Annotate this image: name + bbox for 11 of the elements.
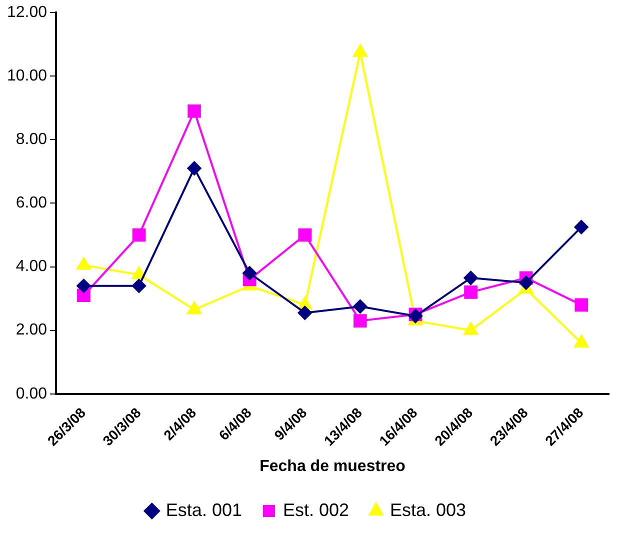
y-tick-label: 6.00	[16, 194, 48, 212]
y-tick-label: 10.00	[6, 68, 48, 85]
legend-label: Esta. 001	[166, 500, 242, 520]
legend-label: Est. 002	[282, 500, 350, 520]
y-tick-label: 8.00	[16, 131, 48, 148]
y-tick-label: 0.00	[16, 385, 48, 402]
y-tick-label: 4.00	[16, 258, 48, 276]
y-tick-label: 2.00	[16, 322, 48, 339]
y-tick-label: 12.00	[6, 4, 48, 22]
legend-label: Esta. 003	[390, 500, 466, 520]
x-axis-title: Fecha de muestreo	[260, 458, 406, 475]
